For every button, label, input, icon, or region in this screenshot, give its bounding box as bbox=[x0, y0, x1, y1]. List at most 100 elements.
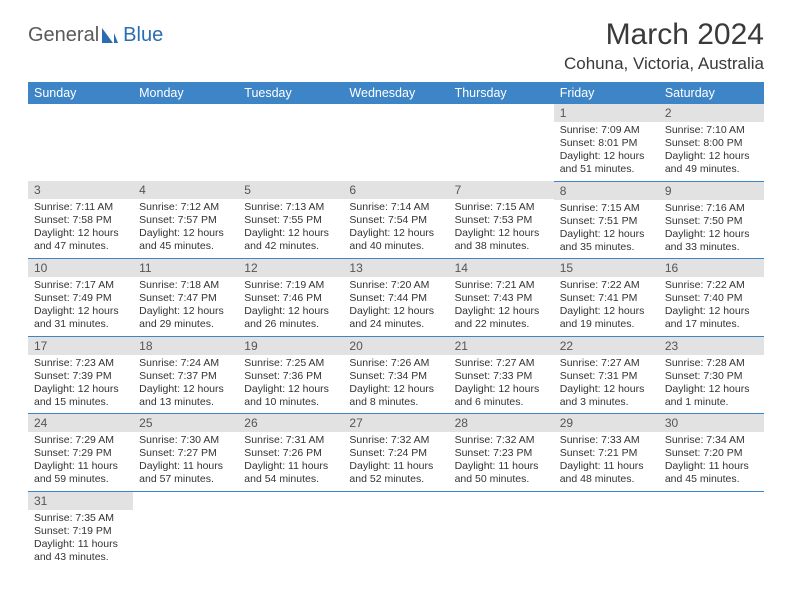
day-number: 24 bbox=[28, 414, 133, 432]
daylight-line1: Daylight: 12 hours bbox=[455, 383, 548, 396]
sunset-line: Sunset: 7:47 PM bbox=[139, 292, 232, 305]
calendar-cell: 30Sunrise: 7:34 AMSunset: 7:20 PMDayligh… bbox=[659, 414, 764, 492]
daylight-line1: Daylight: 12 hours bbox=[139, 383, 232, 396]
daylight-line2: and 50 minutes. bbox=[455, 473, 548, 486]
sunset-line: Sunset: 7:34 PM bbox=[349, 370, 442, 383]
day-number: 3 bbox=[28, 181, 133, 199]
calendar-cell: 25Sunrise: 7:30 AMSunset: 7:27 PMDayligh… bbox=[133, 414, 238, 492]
sunset-line: Sunset: 7:29 PM bbox=[34, 447, 127, 460]
day-details: Sunrise: 7:16 AMSunset: 7:50 PMDaylight:… bbox=[659, 200, 764, 259]
daylight-line1: Daylight: 12 hours bbox=[349, 227, 442, 240]
day-details: Sunrise: 7:32 AMSunset: 7:24 PMDaylight:… bbox=[343, 432, 448, 491]
daylight-line2: and 51 minutes. bbox=[560, 163, 653, 176]
day-number: 1 bbox=[554, 104, 659, 122]
sunrise-line: Sunrise: 7:30 AM bbox=[139, 434, 232, 447]
sunset-line: Sunset: 7:21 PM bbox=[560, 447, 653, 460]
daylight-line2: and 19 minutes. bbox=[560, 318, 653, 331]
day-header-row: SundayMondayTuesdayWednesdayThursdayFrid… bbox=[28, 82, 764, 104]
daylight-line2: and 42 minutes. bbox=[244, 240, 337, 253]
calendar-cell: 13Sunrise: 7:20 AMSunset: 7:44 PMDayligh… bbox=[343, 259, 448, 337]
daylight-line1: Daylight: 12 hours bbox=[455, 305, 548, 318]
sunset-line: Sunset: 7:49 PM bbox=[34, 292, 127, 305]
sunrise-line: Sunrise: 7:25 AM bbox=[244, 357, 337, 370]
calendar-cell: 3Sunrise: 7:11 AMSunset: 7:58 PMDaylight… bbox=[28, 181, 133, 259]
sunset-line: Sunset: 7:46 PM bbox=[244, 292, 337, 305]
calendar-cell bbox=[133, 491, 238, 568]
sunset-line: Sunset: 7:58 PM bbox=[34, 214, 127, 227]
daylight-line2: and 40 minutes. bbox=[349, 240, 442, 253]
day-number: 30 bbox=[659, 414, 764, 432]
sunset-line: Sunset: 7:50 PM bbox=[665, 215, 758, 228]
daylight-line2: and 8 minutes. bbox=[349, 396, 442, 409]
daylight-line1: Daylight: 12 hours bbox=[34, 383, 127, 396]
brand-part2: Blue bbox=[123, 24, 163, 47]
header: General Blue March 2024 Cohuna, Victoria… bbox=[28, 18, 764, 74]
calendar-cell bbox=[238, 491, 343, 568]
sunset-line: Sunset: 7:24 PM bbox=[349, 447, 442, 460]
daylight-line2: and 22 minutes. bbox=[455, 318, 548, 331]
day-number: 10 bbox=[28, 259, 133, 277]
day-details: Sunrise: 7:10 AMSunset: 8:00 PMDaylight:… bbox=[659, 122, 764, 181]
calendar-row: 17Sunrise: 7:23 AMSunset: 7:39 PMDayligh… bbox=[28, 336, 764, 414]
daylight-line1: Daylight: 12 hours bbox=[560, 228, 653, 241]
calendar-cell: 8 Sunrise: 7:15 AMSunset: 7:51 PMDaylight… bbox=[554, 181, 659, 259]
calendar-cell bbox=[133, 104, 238, 181]
sunset-line: Sunset: 7:27 PM bbox=[139, 447, 232, 460]
day-number: 21 bbox=[449, 337, 554, 355]
calendar-cell: 31Sunrise: 7:35 AMSunset: 7:19 PMDayligh… bbox=[28, 491, 133, 568]
day-number: 16 bbox=[659, 259, 764, 277]
sunrise-line: Sunrise: 7:22 AM bbox=[560, 279, 653, 292]
sunrise-line: Sunrise: 7:23 AM bbox=[34, 357, 127, 370]
day-details: Sunrise: 7:27 AMSunset: 7:33 PMDaylight:… bbox=[449, 355, 554, 414]
daylight-line2: and 47 minutes. bbox=[34, 240, 127, 253]
calendar-cell bbox=[554, 491, 659, 568]
sunset-line: Sunset: 7:54 PM bbox=[349, 214, 442, 227]
calendar-cell: 4Sunrise: 7:12 AMSunset: 7:57 PMDaylight… bbox=[133, 181, 238, 259]
daylight-line2: and 45 minutes. bbox=[139, 240, 232, 253]
day-details: Sunrise: 7:26 AMSunset: 7:34 PMDaylight:… bbox=[343, 355, 448, 414]
day-header-saturday: Saturday bbox=[659, 82, 764, 104]
sunrise-line: Sunrise: 7:15 AM bbox=[560, 202, 653, 215]
sunrise-line: Sunrise: 7:32 AM bbox=[455, 434, 548, 447]
sunrise-line: Sunrise: 7:16 AM bbox=[665, 202, 758, 215]
day-details: Sunrise: 7:30 AMSunset: 7:27 PMDaylight:… bbox=[133, 432, 238, 491]
sunset-line: Sunset: 7:23 PM bbox=[455, 447, 548, 460]
calendar-cell: 19Sunrise: 7:25 AMSunset: 7:36 PMDayligh… bbox=[238, 336, 343, 414]
day-details: Sunrise: 7:11 AMSunset: 7:58 PMDaylight:… bbox=[28, 199, 133, 258]
daylight-line1: Daylight: 11 hours bbox=[455, 460, 548, 473]
sunrise-line: Sunrise: 7:19 AM bbox=[244, 279, 337, 292]
calendar-cell: 27Sunrise: 7:32 AMSunset: 7:24 PMDayligh… bbox=[343, 414, 448, 492]
daylight-line2: and 6 minutes. bbox=[455, 396, 548, 409]
daylight-line1: Daylight: 11 hours bbox=[34, 538, 127, 551]
sunrise-line: Sunrise: 7:12 AM bbox=[139, 201, 232, 214]
day-details: Sunrise: 7:13 AMSunset: 7:55 PMDaylight:… bbox=[238, 199, 343, 258]
sunset-line: Sunset: 7:55 PM bbox=[244, 214, 337, 227]
daylight-line2: and 33 minutes. bbox=[665, 241, 758, 254]
sunrise-line: Sunrise: 7:10 AM bbox=[665, 124, 758, 137]
day-number: 9 bbox=[659, 182, 764, 200]
calendar-cell: 14Sunrise: 7:21 AMSunset: 7:43 PMDayligh… bbox=[449, 259, 554, 337]
calendar-cell: 9Sunrise: 7:16 AMSunset: 7:50 PMDaylight… bbox=[659, 181, 764, 259]
day-header-friday: Friday bbox=[554, 82, 659, 104]
daylight-line1: Daylight: 12 hours bbox=[34, 305, 127, 318]
daylight-line2: and 54 minutes. bbox=[244, 473, 337, 486]
day-details: Sunrise: 7:12 AMSunset: 7:57 PMDaylight:… bbox=[133, 199, 238, 258]
day-number: 5 bbox=[238, 181, 343, 199]
sunrise-line: Sunrise: 7:27 AM bbox=[560, 357, 653, 370]
sunset-line: Sunset: 7:51 PM bbox=[560, 215, 653, 228]
sunrise-line: Sunrise: 7:31 AM bbox=[244, 434, 337, 447]
calendar-cell bbox=[28, 104, 133, 181]
calendar-cell: 12Sunrise: 7:19 AMSunset: 7:46 PMDayligh… bbox=[238, 259, 343, 337]
calendar-table: SundayMondayTuesdayWednesdayThursdayFrid… bbox=[28, 82, 764, 568]
daylight-line2: and 26 minutes. bbox=[244, 318, 337, 331]
day-details: Sunrise: 7:18 AMSunset: 7:47 PMDaylight:… bbox=[133, 277, 238, 336]
sunrise-line: Sunrise: 7:09 AM bbox=[560, 124, 653, 137]
daylight-line2: and 35 minutes. bbox=[560, 241, 653, 254]
calendar-cell bbox=[659, 491, 764, 568]
sunrise-line: Sunrise: 7:15 AM bbox=[455, 201, 548, 214]
sunset-line: Sunset: 8:01 PM bbox=[560, 137, 653, 150]
day-number: 8 bbox=[554, 182, 659, 200]
sunset-line: Sunset: 8:00 PM bbox=[665, 137, 758, 150]
sunrise-line: Sunrise: 7:27 AM bbox=[455, 357, 548, 370]
day-number: 22 bbox=[554, 337, 659, 355]
